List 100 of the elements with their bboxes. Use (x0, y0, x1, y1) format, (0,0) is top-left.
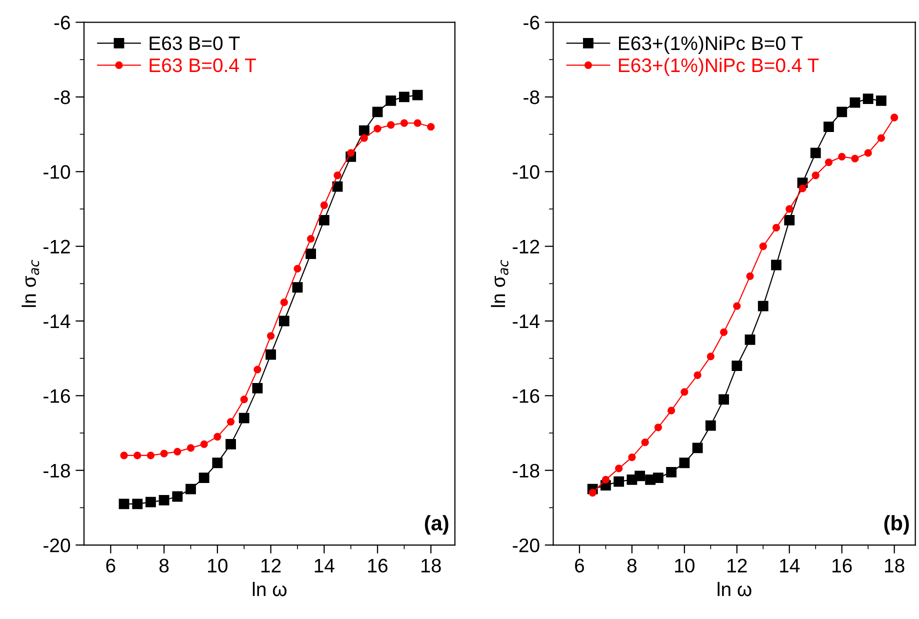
point (876, 95, 886, 106)
point (641, 438, 649, 446)
point (720, 328, 728, 336)
point (174, 448, 182, 456)
point (652, 472, 664, 484)
point (864, 149, 872, 157)
x-tick-label: 8 (159, 558, 169, 573)
point (771, 260, 782, 270)
x-tick-label: 18 (885, 558, 904, 573)
y-tick-label: -10 (44, 165, 70, 179)
point (890, 114, 898, 122)
point (306, 248, 316, 259)
point (132, 498, 143, 510)
point (238, 412, 250, 424)
point (266, 332, 275, 340)
x-axis-title: ln ω (252, 582, 287, 596)
point (374, 124, 382, 133)
point (667, 406, 676, 414)
y-tick-label: -20 (512, 538, 540, 552)
point (266, 349, 276, 360)
point (294, 264, 302, 273)
point (214, 432, 222, 441)
x-tick-label: 8 (627, 558, 637, 573)
point (332, 181, 343, 192)
point (602, 476, 610, 484)
point (836, 106, 848, 118)
y-tick-label: -6 (524, 16, 540, 30)
point (759, 242, 767, 250)
x-tick-label: 6 (575, 558, 584, 573)
x-tick-label: 16 (832, 558, 852, 573)
point (146, 452, 155, 460)
x-tick-label: 10 (675, 558, 694, 573)
point (160, 450, 168, 458)
x-tick-label: 18 (422, 558, 441, 573)
point (824, 122, 834, 132)
y-tick-label: -14 (44, 314, 70, 328)
point (706, 352, 714, 360)
y-tick-label: -20 (44, 538, 70, 552)
point (334, 172, 342, 180)
annotation: (a) (424, 515, 448, 535)
point (634, 470, 646, 482)
point (120, 452, 128, 460)
point (134, 452, 142, 460)
x-axis-title: ln ω (718, 582, 752, 596)
point (320, 201, 328, 210)
y-tick-label: -18 (512, 464, 540, 478)
point (292, 282, 303, 293)
point (628, 453, 636, 462)
x-tick-label: 6 (106, 558, 116, 573)
point (198, 472, 210, 484)
point (810, 148, 821, 158)
x-tick-label: 14 (314, 558, 334, 572)
legend-label: E63 B=0.4 T (150, 58, 256, 72)
point (732, 360, 742, 372)
point (226, 439, 236, 450)
point (240, 396, 248, 404)
point (427, 123, 435, 131)
point (226, 418, 235, 426)
point (798, 184, 806, 192)
y-tick-label: -16 (44, 389, 70, 403)
point (372, 106, 383, 118)
point (358, 125, 370, 136)
point (824, 158, 833, 166)
point (862, 94, 874, 104)
point (705, 420, 716, 431)
point (186, 444, 195, 452)
point (186, 484, 196, 494)
point (838, 152, 846, 161)
point (172, 491, 183, 502)
point (386, 95, 396, 106)
y-tick-label: -8 (524, 90, 540, 104)
point (360, 134, 368, 142)
y-tick-label: -6 (54, 16, 70, 30)
point (146, 496, 156, 508)
point (692, 442, 703, 454)
x-tick-label: 10 (208, 558, 228, 573)
y-tick-label: -14 (512, 314, 540, 328)
point (679, 458, 690, 468)
y-axis-title: ln σ$_{ac}$ (490, 260, 508, 307)
point (280, 298, 288, 306)
point (118, 498, 130, 510)
point (614, 476, 624, 487)
point (412, 90, 423, 100)
point (306, 235, 315, 243)
point (850, 97, 860, 108)
point (588, 488, 596, 497)
point (400, 119, 408, 127)
y-tick-label: -16 (512, 389, 540, 403)
y-axis-title: ln σ$_{ac}$ (22, 260, 40, 307)
x-tick-label: 12 (728, 558, 747, 572)
point (398, 92, 410, 102)
point (200, 440, 208, 448)
x-tick-label: 12 (261, 558, 281, 572)
point (812, 172, 820, 180)
point (414, 119, 422, 127)
point (733, 302, 741, 310)
point (772, 224, 780, 232)
point (680, 388, 688, 396)
y-tick-label: -18 (44, 464, 70, 478)
point (254, 366, 262, 374)
